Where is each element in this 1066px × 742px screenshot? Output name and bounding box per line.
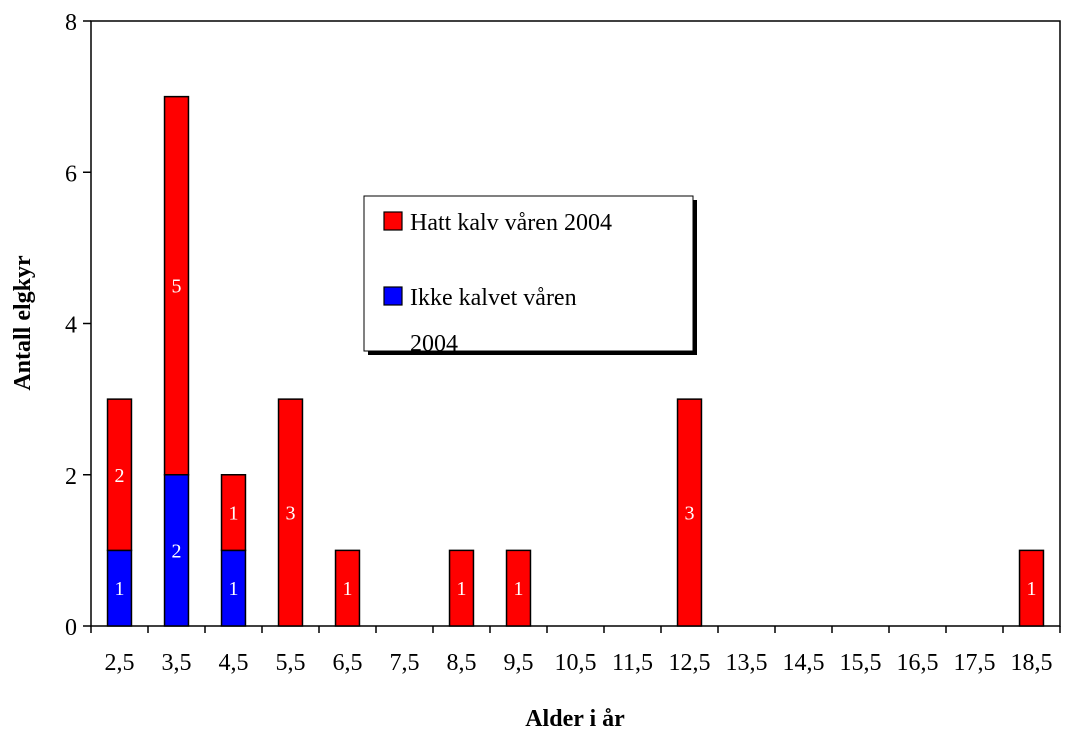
- x-tick-label: 6,5: [333, 650, 363, 676]
- bar-segment: [163, 95, 190, 476]
- x-tick-label: 11,5: [612, 650, 653, 676]
- x-axis: 2,5 3,5 4,5 5,5 6,5 7,5 8,5 9,5 10,5 11,5 12,5 13,5…: [90, 626, 1061, 676]
- legend: Hatt kalv våren 2004 Ikke kalvet våren 200…: [363, 195, 697, 357]
- bar-segment: [106, 398, 133, 552]
- x-tick-label: 7,5: [390, 650, 420, 676]
- data-label: 2: [172, 540, 182, 562]
- legend-swatch: [383, 286, 403, 306]
- bar-segment: [277, 398, 304, 627]
- legend-label: Hatt kalv våren 2004: [410, 210, 612, 236]
- y-axis: 0 2 4 6 8: [65, 10, 91, 641]
- data-label: 5: [172, 276, 182, 298]
- y-tick-label: 4: [65, 313, 77, 339]
- x-tick-label: 12,5: [669, 650, 711, 676]
- x-tick-label: 16,5: [897, 650, 939, 676]
- data-label: 1: [229, 503, 239, 525]
- data-label: 3: [685, 503, 695, 525]
- data-label: 1: [343, 578, 353, 600]
- x-tick-label: 8,5: [447, 650, 477, 676]
- x-tick-label: 17,5: [954, 650, 996, 676]
- bar-segment: [1018, 549, 1045, 627]
- data-label: 1: [229, 578, 239, 600]
- x-tick-label: 9,5: [504, 650, 534, 676]
- x-tick-label: 2,5: [105, 650, 135, 676]
- x-tick-label: 18,5: [1011, 650, 1053, 676]
- legend-label: Ikke kalvet våren: [410, 285, 577, 311]
- bar-segment: [676, 398, 703, 627]
- y-tick-label: 0: [65, 615, 77, 641]
- bar-segment: [220, 474, 247, 552]
- data-label: 1: [457, 578, 467, 600]
- bar-segment: [448, 549, 475, 627]
- x-tick-label: 15,5: [840, 650, 882, 676]
- bar-segment: [334, 549, 361, 627]
- data-label: 2: [115, 465, 125, 487]
- y-axis-title: Antall elgkyr: [10, 255, 36, 391]
- bar-segment: [505, 549, 532, 627]
- legend-swatch: [383, 211, 403, 231]
- legend-label: 2004: [410, 331, 458, 357]
- y-tick-label: 8: [65, 10, 77, 36]
- data-label: 3: [286, 503, 296, 525]
- data-label: 1: [1027, 578, 1037, 600]
- x-axis-title: Alder i år: [525, 706, 625, 732]
- x-tick-label: 10,5: [555, 650, 597, 676]
- bars: 1 2 2 5 1 1 3 1 1 1 3 1: [106, 95, 1045, 627]
- data-label: 1: [514, 578, 524, 600]
- x-tick-label: 14,5: [783, 650, 825, 676]
- x-tick-label: 3,5: [162, 650, 192, 676]
- x-tick-label: 13,5: [726, 650, 768, 676]
- x-tick-label: 5,5: [276, 650, 306, 676]
- legend-box: [363, 195, 694, 352]
- y-tick-label: 2: [65, 464, 77, 490]
- x-tick-label: 4,5: [219, 650, 249, 676]
- data-label: 1: [115, 578, 125, 600]
- y-tick-label: 6: [65, 161, 77, 187]
